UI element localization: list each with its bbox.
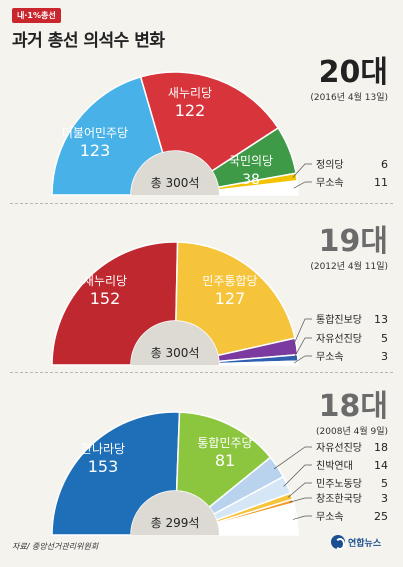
chart-subtitle: (2008년 4월 9일): [316, 425, 388, 437]
slice-label: 더불어민주당: [62, 126, 128, 140]
total-label: 총 300석: [151, 346, 200, 360]
slice-value: 123: [80, 141, 111, 160]
callout-value: 5: [381, 332, 388, 345]
callout-line: [287, 482, 312, 498]
callout-label: 무소속: [316, 511, 344, 523]
callout-line: [293, 181, 312, 189]
chart-title: 20대: [319, 55, 388, 90]
callout-label: 자유선진당: [316, 442, 362, 454]
callout-value: 5: [381, 477, 388, 490]
callout-line: [292, 318, 312, 348]
center-hub: [131, 151, 219, 195]
callout-value: 25: [374, 510, 388, 523]
slice-label: 새누리당: [168, 86, 212, 100]
total-label: 총 299석: [151, 516, 200, 530]
callout-line: [292, 163, 312, 178]
center-hub: [131, 491, 219, 535]
slice-value: 81: [215, 451, 235, 470]
callout-label: 정의당: [316, 159, 344, 171]
chart-title: 18대: [319, 389, 388, 424]
callout-value: 13: [374, 313, 388, 326]
callout-label: 민주노동당: [316, 478, 362, 490]
slice-value: 152: [90, 289, 121, 308]
callout-line: [289, 497, 312, 503]
chart-subtitle: (2016년 4월 13일): [310, 91, 388, 103]
callout-line: [273, 446, 312, 470]
callout-line: [293, 355, 312, 364]
divider-1: [10, 203, 393, 204]
source-note: 자료/ 중앙선거관리위원회: [12, 542, 99, 551]
callout-value: 3: [381, 492, 388, 505]
badge: 내·1%총선: [12, 8, 61, 23]
slice-label: 새누리당: [83, 274, 127, 288]
logo-text: 연합뉴스: [348, 538, 382, 549]
callout-line: [292, 515, 312, 520]
divider-2: [10, 372, 393, 373]
callout-label: 자유선진당: [316, 333, 362, 345]
callout-value: 11: [374, 176, 388, 189]
page-title: 과거 총선 의석수 변화: [12, 31, 165, 51]
callout-label: 친박연대: [316, 460, 353, 472]
slice-label: 통합민주당: [197, 436, 252, 450]
slice-value: 127: [215, 289, 246, 308]
slice-label: 한나라당: [81, 442, 125, 456]
callout-value: 14: [374, 459, 388, 472]
callout-value: 3: [381, 350, 388, 363]
callout-label: 통합진보당: [316, 314, 362, 326]
callout-line: [283, 464, 312, 487]
total-label: 총 300석: [151, 176, 200, 190]
chart-subtitle: (2012년 4월 11일): [310, 260, 388, 272]
center-hub: [131, 321, 219, 365]
slice-label: 민주통합당: [202, 274, 257, 288]
chart-title: 19대: [319, 224, 388, 259]
callout-label: 창조한국당: [316, 493, 362, 505]
slice-value: 153: [88, 457, 119, 476]
callout-label: 무소속: [316, 351, 344, 363]
slice-value: 122: [175, 101, 206, 120]
callout-value: 18: [374, 441, 388, 454]
callout-value: 6: [381, 158, 388, 171]
callout-label: 무소속: [316, 177, 344, 189]
yonhap-logo-icon: [331, 535, 345, 550]
callout-line: [293, 337, 312, 359]
yonhap-logo: 연합뉴스: [331, 535, 382, 550]
slice-label: 국민의당: [229, 154, 273, 168]
slice-value: 38: [242, 172, 260, 188]
